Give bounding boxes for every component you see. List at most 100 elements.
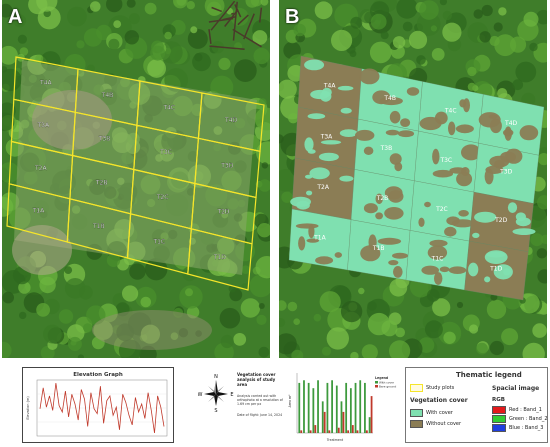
bar-chart-xlabel: Treatment: [326, 438, 344, 442]
bar-with-cover-16: [368, 417, 371, 433]
classified-label-t2c: T2C: [435, 206, 448, 213]
legend-blue-band: Blue : Band_3: [492, 424, 543, 432]
compass-rose: N S W E: [198, 373, 234, 414]
compass-west: W: [198, 392, 203, 398]
plot-label-t4b: T4B: [101, 92, 114, 99]
bar-with-cover-8: [331, 380, 333, 433]
plot-label-t4d: T4D: [224, 117, 237, 124]
elevation-graph: Elevation Graph Elevation (m): [26, 372, 168, 437]
plot-label-t2d: T2D: [216, 208, 229, 215]
veg-analysis-title: Vegetation cover analysis of study area: [237, 372, 276, 387]
plot-label-t2a: T2A: [34, 165, 47, 172]
legend-without-cover: Without cover: [410, 420, 461, 428]
red-band-swatch: [492, 406, 506, 414]
veg-analysis-line1: Analysis carried out with orthophoto at …: [237, 394, 283, 407]
compass-north: N: [214, 374, 218, 380]
bar-with-cover-1: [298, 382, 301, 433]
elevation-graph-box: Elevation Graph Elevation (m): [22, 367, 174, 443]
legend-red-band: Red : Band_1: [492, 406, 542, 414]
classified-label-t2a: T2A: [316, 184, 329, 191]
map-layout-footer: Elevation Graph Elevation (m) N S W E Ve…: [0, 365, 550, 445]
plot-label-t2c: T2C: [156, 194, 169, 201]
bar-legend-title: Legend: [375, 376, 389, 380]
thematic-legend-title: Thematic legend: [456, 371, 522, 379]
without-cover-label: Without cover: [426, 421, 462, 427]
panel-b-classification: T4A T4B T4C T4D T3A T3B T3C T3D T2A T2B T2C T2D T1A T…: [279, 0, 547, 358]
classified-label-t2d: T2D: [494, 217, 507, 224]
bar-chart-ylabel: Area m²: [288, 394, 292, 407]
without-cover-swatch: [410, 420, 423, 428]
compass-south: S: [214, 408, 217, 413]
plot-label-t1c: T1C: [152, 239, 165, 246]
bar-bare-ground-3: [309, 430, 312, 433]
study-plots-label: Study plots: [426, 385, 455, 391]
with-cover-swatch: [410, 409, 423, 417]
blue-band-swatch: [492, 424, 506, 432]
bar-bare-ground-12: [351, 425, 354, 433]
classified-label-t4a: T4A: [323, 83, 336, 90]
plot-label-t3a: T3A: [37, 122, 50, 129]
veg-analysis-text: Vegetation cover analysis of study area …: [237, 372, 285, 437]
with-cover-label: With cover: [426, 410, 453, 416]
bar-with-cover-11: [345, 382, 348, 433]
bar-with-cover-13: [354, 382, 357, 433]
veg-cover-chart: Area m² Treatment Legend With cover Bare…: [287, 367, 399, 443]
plot-label-t1a: T1A: [32, 208, 45, 215]
panel-letter-a: A: [8, 6, 23, 28]
panel-letter-b: B: [285, 6, 300, 28]
bar-with-cover-6: [321, 401, 324, 433]
bar-bare-ground-13: [356, 430, 359, 433]
classified-label-t2b: T2B: [376, 195, 389, 202]
bar-bare-ground-11: [347, 430, 350, 433]
bar-legend-with: With cover: [379, 381, 395, 385]
classified-label-t3b: T3B: [380, 145, 393, 152]
classified-label-t3d: T3D: [499, 169, 512, 176]
bar-legend-bare: Bare ground: [379, 385, 396, 389]
plot-label-t4c: T4C: [162, 104, 175, 111]
study-plot-t1d: [187, 228, 253, 291]
classification-map: T4A T4B T4C T4D T3A T3B T3C T3D T2A T2B T2C T2D T1A T…: [279, 0, 547, 358]
green-band-label: Green : Band_2: [509, 416, 548, 422]
legend-with-cover: With cover: [410, 409, 453, 417]
bar-bare-ground-6: [323, 411, 326, 433]
bar-bare-ground-1: [300, 430, 303, 433]
bar-with-cover-14: [359, 380, 362, 433]
bar-with-cover-5: [317, 380, 319, 433]
veg-cover-bar-chart: Area m² Treatment Legend With cover Bare…: [288, 373, 396, 442]
legend-green-band: Green : Band_2: [492, 415, 548, 423]
classified-label-t1b: T1B: [372, 245, 385, 252]
plot-label-t3c: T3C: [159, 149, 172, 156]
classified-label-t1a: T1A: [313, 235, 326, 242]
classified-label-t4d: T4D: [504, 120, 517, 127]
bar-with-cover-2: [303, 380, 305, 433]
plot-label-t1d: T1D: [213, 254, 226, 261]
bar-with-cover-10: [340, 401, 343, 433]
compass-icon: N S W E: [198, 374, 234, 414]
plot-label-t1b: T1B: [92, 223, 105, 230]
bar-with-cover-3: [307, 382, 310, 433]
bar-bare-ground-10: [342, 411, 345, 433]
bar-with-cover-15: [364, 382, 366, 433]
study-plots-swatch: [410, 384, 423, 392]
orthophoto-map: T4A T4B T4C T4D T3A T3B T3C T3D T2A T2B T2C T2D T1A T…: [2, 0, 270, 358]
panel-a-orthophoto: T4A T4B T4C T4D T3A T3B T3C T3D T2A T2B T2C T2D T1A T…: [2, 0, 270, 358]
plot-label-t2b: T2B: [95, 179, 108, 186]
spacial-image-title: Spacial image: [492, 385, 540, 392]
classified-label-t3c: T3C: [439, 157, 452, 164]
classified-label-t1d: T1D: [489, 266, 502, 273]
veg-cover-legend-title: Vegetation cover: [410, 397, 468, 404]
blue-band-label: Blue : Band_3: [509, 425, 544, 431]
bar-with-cover-7: [326, 382, 329, 433]
legend-study-plots: Study plots: [410, 384, 454, 392]
compass-east: E: [230, 392, 233, 398]
bar-bare-ground-4: [314, 425, 317, 433]
bar-bare-ground-9: [337, 427, 340, 433]
thematic-legend: Thematic legend Study plots Vegetation c…: [405, 367, 548, 443]
red-band-label: Red : Band_1: [509, 407, 542, 413]
green-band-swatch: [492, 415, 506, 423]
bar-bare-ground-15: [365, 430, 368, 433]
classified-label-t4c: T4C: [444, 108, 457, 115]
classified-label-t4b: T4B: [383, 95, 396, 102]
plot-label-t3b: T3B: [98, 136, 111, 143]
plot-label-t4a: T4A: [39, 79, 52, 86]
